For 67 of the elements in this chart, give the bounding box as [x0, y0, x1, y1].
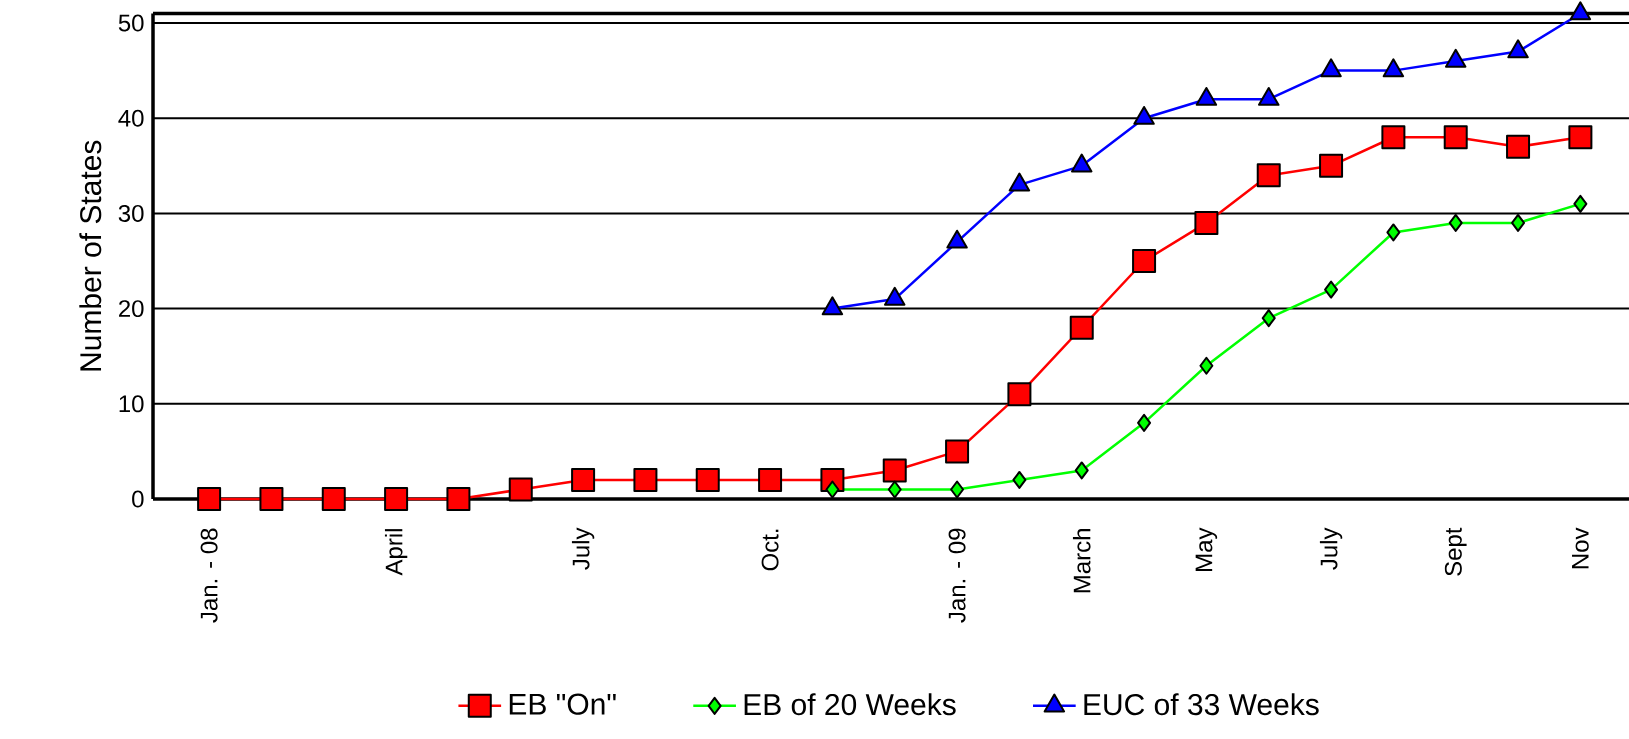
point [882, 458, 907, 483]
x-tick-label: July [1319, 527, 1343, 570]
point [1012, 470, 1027, 489]
x-tick-label: Jan. - 09 [948, 528, 966, 623]
point [945, 439, 970, 464]
y-tick-label: 20 [119, 300, 144, 318]
point [633, 467, 658, 492]
legend-label: EUC of 33 Weeks [1084, 693, 1319, 716]
point [197, 487, 222, 511]
point [1448, 213, 1463, 232]
point [1506, 134, 1531, 159]
point [1381, 125, 1406, 150]
point [1568, 125, 1593, 150]
y-tick-label: 30 [118, 204, 144, 222]
point [1008, 172, 1031, 192]
point [1319, 153, 1344, 178]
legend-label: EB of 20 Weeks [744, 693, 956, 716]
point [1257, 86, 1280, 106]
x-tick-label: March [1072, 529, 1091, 593]
point [950, 480, 965, 499]
y-tick-label: 40 [118, 109, 144, 127]
point [1133, 105, 1155, 125]
point [1443, 125, 1468, 150]
x-tick-label: Nov [1572, 527, 1589, 569]
point [821, 296, 844, 316]
y-tick-label: 10 [119, 395, 144, 413]
y-tick-label: 50 [118, 14, 144, 32]
legend-label: EB "On" [509, 693, 616, 715]
point [1324, 280, 1339, 299]
point [1074, 461, 1089, 480]
point [1511, 213, 1526, 232]
x-tick-label: July [571, 527, 595, 570]
point [259, 487, 284, 511]
point [1256, 163, 1281, 188]
point [1069, 315, 1094, 340]
point [1132, 249, 1157, 274]
x-tick-label: May [1195, 527, 1218, 571]
x-tick-label: Oct. [761, 529, 779, 571]
point [321, 487, 346, 511]
x-tick-label: April [384, 529, 408, 576]
point [1444, 48, 1467, 68]
x-tick-label: Jan. - 08 [200, 528, 218, 623]
x-tick-label: Sept [1444, 527, 1467, 576]
point [946, 229, 968, 249]
point [1507, 39, 1529, 59]
point [1199, 356, 1214, 375]
point [508, 477, 533, 502]
point [1261, 309, 1276, 328]
point [1137, 413, 1152, 432]
point [758, 467, 783, 492]
point [1382, 58, 1405, 78]
point [1007, 382, 1032, 407]
point [1194, 210, 1219, 235]
y-axis-title: Number of States [79, 140, 102, 371]
point [384, 487, 409, 511]
y-tick-label: 0 [132, 490, 144, 508]
point [1320, 58, 1342, 78]
point [1195, 86, 1218, 106]
point [825, 480, 840, 499]
point [1573, 194, 1588, 213]
point [571, 467, 596, 492]
point [1070, 153, 1093, 173]
point [1569, 1, 1592, 21]
point [887, 480, 902, 499]
point [446, 487, 471, 511]
point [695, 467, 720, 492]
point [1386, 223, 1401, 242]
